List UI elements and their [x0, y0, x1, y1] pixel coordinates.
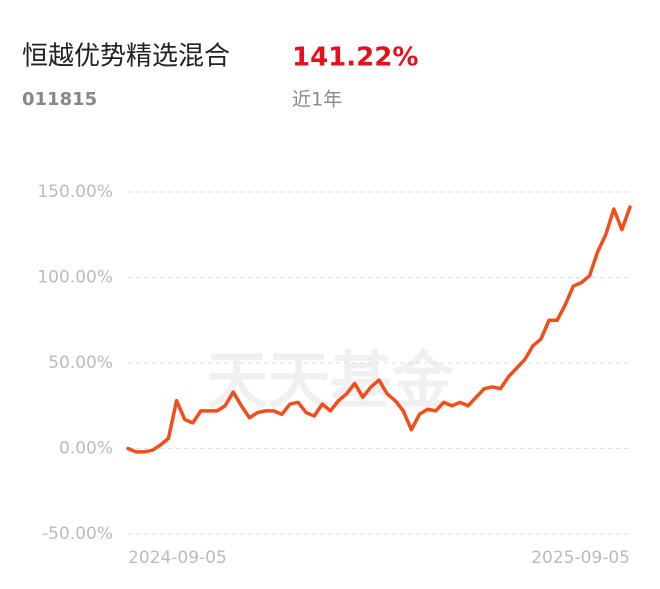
watermark: 天天基金 — [206, 344, 455, 417]
line-series — [126, 205, 632, 454]
y-tick-label: 100.00% — [37, 268, 113, 288]
y-tick-label: 150.00% — [37, 182, 113, 202]
y-tick-label: 0.00% — [59, 439, 113, 459]
x-tick-label: 2025-09-05 — [531, 548, 630, 568]
fund-code: 011815 — [22, 89, 97, 110]
fund-name: 恒越优势精选混合 — [22, 42, 230, 72]
y-tick-label: -50.00% — [42, 524, 113, 544]
return-value: 141.22% — [292, 43, 418, 73]
x-tick-label: 2024-09-05 — [128, 548, 227, 568]
period-label: 近1年 — [292, 89, 342, 111]
y-tick-label: 50.00% — [48, 353, 113, 373]
